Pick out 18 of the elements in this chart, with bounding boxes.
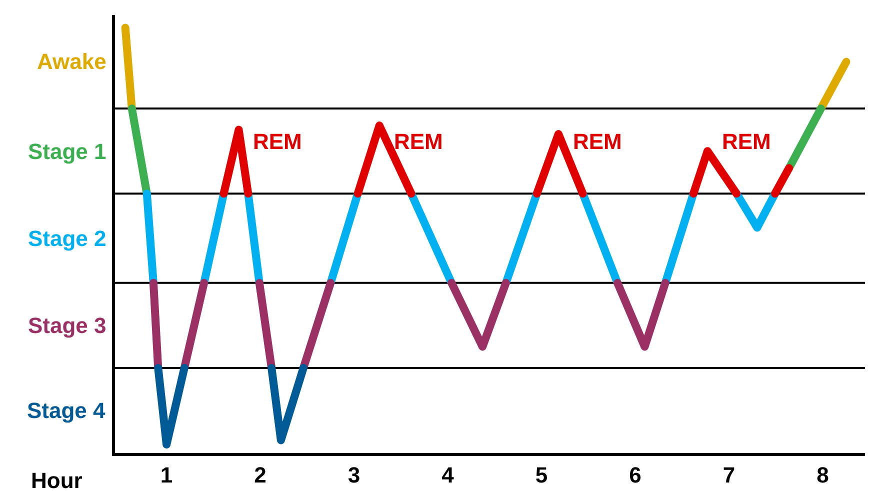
annotation: REM <box>253 129 302 154</box>
x-axis-title: Hour <box>31 468 83 491</box>
text: Stage 4 <box>27 398 106 423</box>
x-tick-label: 3 <box>348 462 360 488</box>
x-tick-label: 7 <box>722 462 736 488</box>
annotation: REM <box>722 129 771 154</box>
text: Stage 1 <box>28 139 106 164</box>
text: Stage 3 <box>28 313 106 338</box>
x-tick-label: 5 <box>535 462 548 488</box>
x-tick-label: 8 <box>816 462 829 488</box>
annotation: REM <box>573 129 622 154</box>
annotation: REM <box>394 129 443 154</box>
text: Stage 2 <box>28 226 106 251</box>
x-tick-label: 2 <box>254 462 266 488</box>
x-tick-label: 4 <box>442 462 455 488</box>
x-tick-label: 6 <box>629 462 642 488</box>
x-tick-label: 1 <box>160 462 173 488</box>
text: Awake <box>37 49 106 74</box>
